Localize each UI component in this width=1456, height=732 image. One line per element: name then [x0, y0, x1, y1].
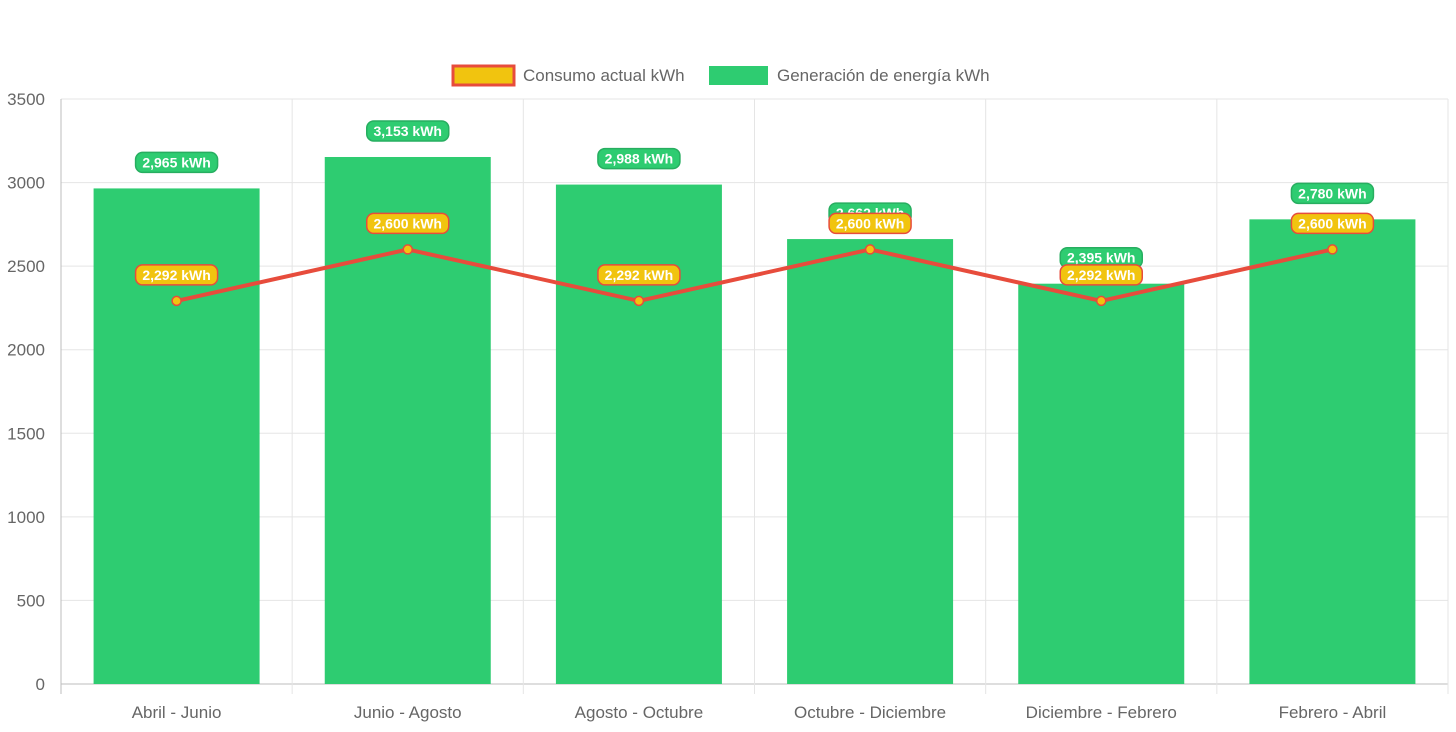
x-tick-label: Junio - Agosto	[354, 703, 462, 722]
data-label-generacion: 2,780 kWh	[1290, 182, 1375, 205]
legend-label-generacion: Generación de energía kWh	[777, 66, 990, 85]
data-label-consumo-bg	[366, 212, 450, 235]
point-consumo[interactable]	[633, 295, 645, 307]
x-tick-label: Agosto - Octubre	[575, 703, 704, 722]
data-label-generacion: 2,395 kWh	[1059, 246, 1143, 269]
point-consumo[interactable]	[1327, 244, 1338, 255]
data-label-consumo-text: 2,600 kWh	[1298, 215, 1366, 231]
legend-item-consumo[interactable]: Consumo actual kWh	[451, 64, 685, 87]
x-tick-label: Abril - Junio	[132, 703, 222, 722]
data-label-consumo: 2,600 kWh	[1290, 212, 1375, 235]
data-label-consumo-text: 2,600 kWh	[374, 215, 442, 231]
data-label-consumo: 2,292 kWh	[597, 264, 681, 286]
data-label-generacion-text: 2,965 kWh	[142, 154, 210, 170]
point-consumo[interactable]	[171, 295, 182, 307]
data-label-consumo-bg	[134, 264, 219, 286]
y-tick-label: 0	[36, 675, 45, 694]
bar-series	[93, 156, 1416, 685]
data-label-generacion-bg	[366, 120, 450, 142]
bar-generacion[interactable]	[787, 239, 954, 684]
axes: 3500 3000 2500 2000 1500 1000 500 0 Abril - Juni…	[7, 90, 1386, 722]
y-tick-label: 3000	[7, 174, 45, 193]
data-label-consumo-text: 2,292 kWh	[142, 267, 210, 283]
data-label-generacion-bg	[1290, 182, 1375, 205]
grid	[60, 98, 1449, 694]
data-label-consumo-bg	[1059, 264, 1143, 286]
bar-generacion[interactable]	[93, 188, 260, 684]
data-label-consumo: 2,600 kWh	[828, 212, 912, 235]
data-label-generacion: 2,965 kWh	[134, 151, 219, 174]
data-label-consumo-bg	[1290, 212, 1375, 235]
y-tick-label: 2000	[7, 341, 45, 360]
data-label-consumo: 2,600 kWh	[366, 212, 450, 235]
data-label-generacion-text: 2,395 kWh	[1067, 250, 1135, 266]
y-tick-label: 2500	[7, 257, 45, 276]
legend-swatch-consumo	[451, 64, 516, 87]
data-label-generacion-text: 2,988 kWh	[605, 151, 673, 167]
data-label-consumo-text: 2,600 kWh	[836, 215, 904, 231]
data-label-generacion-bg	[597, 147, 681, 170]
legend-label-consumo: Consumo actual kWh	[523, 66, 685, 85]
data-label-generacion-text: 3,153 kWh	[374, 123, 442, 139]
legend-item-generacion[interactable]: Generación de energía kWh	[709, 66, 990, 85]
line-series	[171, 244, 1338, 307]
point-consumo[interactable]	[402, 244, 413, 255]
y-tick-label: 1000	[7, 508, 45, 527]
data-label-generacion-text: 2,780 kWh	[1298, 185, 1366, 201]
point-consumo[interactable]	[864, 244, 876, 255]
x-tick-label: Febrero - Abril	[1279, 703, 1387, 722]
data-label-consumo-text: 2,292 kWh	[1067, 267, 1135, 283]
line-consumo	[176, 247, 1333, 303]
point-consumo[interactable]	[1096, 295, 1107, 307]
bar-generacion[interactable]	[555, 184, 722, 684]
data-label-consumo-text: 2,292 kWh	[605, 267, 673, 283]
data-label-consumo-bg	[597, 264, 681, 286]
data-label-consumo-bg	[828, 212, 912, 235]
legend-swatch-generacion	[709, 66, 768, 85]
data-label-generacion-bg	[134, 151, 219, 174]
data-label-consumo: 2,292 kWh	[1059, 264, 1143, 286]
x-tick-label: Diciembre - Febrero	[1026, 703, 1177, 722]
data-label-consumo: 2,292 kWh	[134, 264, 219, 286]
bar-generacion[interactable]	[1249, 219, 1416, 685]
data-label-generacion: 2,988 kWh	[597, 147, 681, 170]
y-tick-label: 1500	[7, 424, 45, 443]
y-tick-label: 3500	[7, 90, 45, 109]
data-label-generacion: 3,153 kWh	[366, 120, 450, 142]
y-tick-label: 500	[17, 591, 45, 610]
legend: Consumo actual kWh Generación de energía …	[451, 64, 990, 87]
bar-generacion[interactable]	[324, 156, 491, 685]
x-tick-label: Octubre - Diciembre	[794, 703, 946, 722]
bar-generacion[interactable]	[1018, 283, 1185, 684]
